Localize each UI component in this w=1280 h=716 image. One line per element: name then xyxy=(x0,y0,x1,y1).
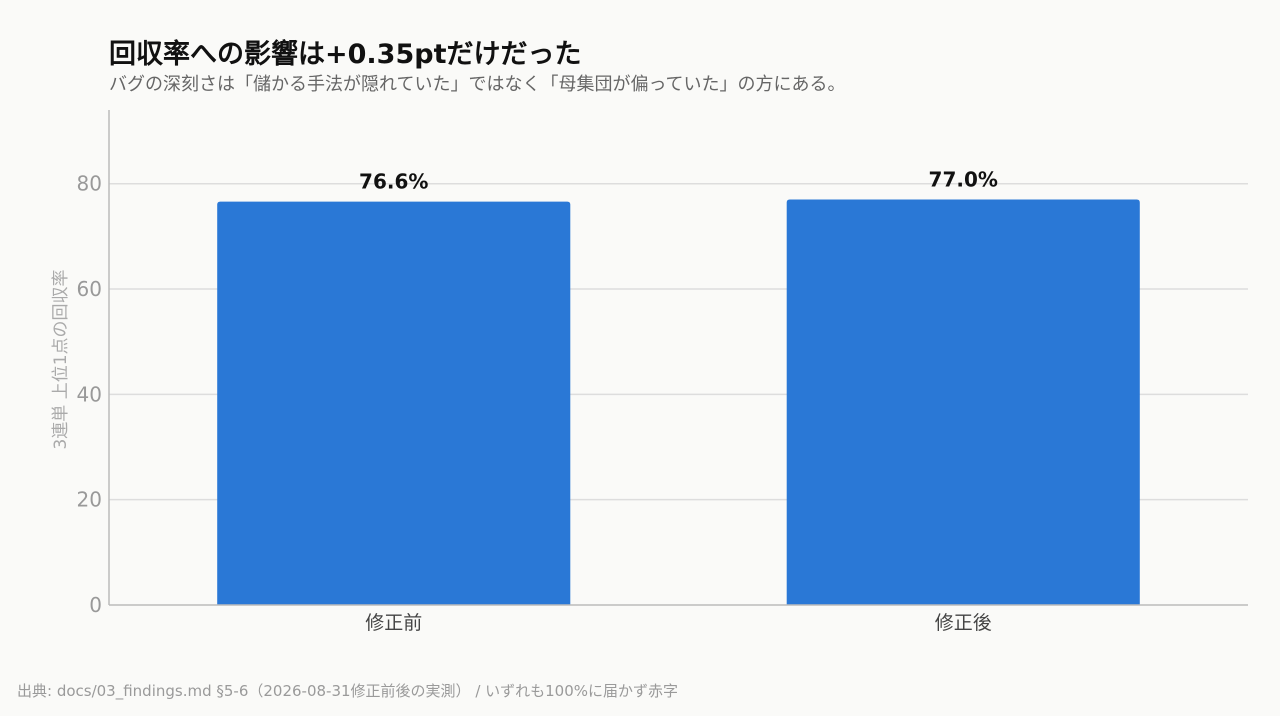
bar xyxy=(786,199,1140,605)
data-label: 77.0% xyxy=(929,168,998,192)
y-tick-label: 60 xyxy=(77,277,102,301)
y-tick-label: 40 xyxy=(77,382,102,406)
y-tick-label: 0 xyxy=(89,593,102,617)
y-tick-label: 20 xyxy=(77,488,102,512)
labels: 0 20 40 60 80 76.6% 修正前 77.0% 修正後 3連単 上位1点の回収率 xyxy=(51,168,998,634)
data-label: 76.6% xyxy=(359,170,428,194)
axes xyxy=(108,110,1248,606)
y-tick-label: 80 xyxy=(77,172,102,196)
x-tick-label: 修正後 xyxy=(935,612,992,634)
chart-subtitle: バグの深刻さは「儲かる手法が隠れていた」ではなく「母集団が偏っていた」の方にある… xyxy=(109,74,846,95)
bars xyxy=(217,199,1140,605)
y-axis-label: 3連単 上位1点の回収率 xyxy=(51,269,71,449)
source-note: 出典: docs/03_findings.md §5-6（2026-08-31修… xyxy=(17,682,679,700)
chart-title: 回収率への影響は+0.35ptだけだった xyxy=(109,39,582,70)
x-tick-label: 修正前 xyxy=(365,612,422,634)
bar xyxy=(217,201,571,605)
